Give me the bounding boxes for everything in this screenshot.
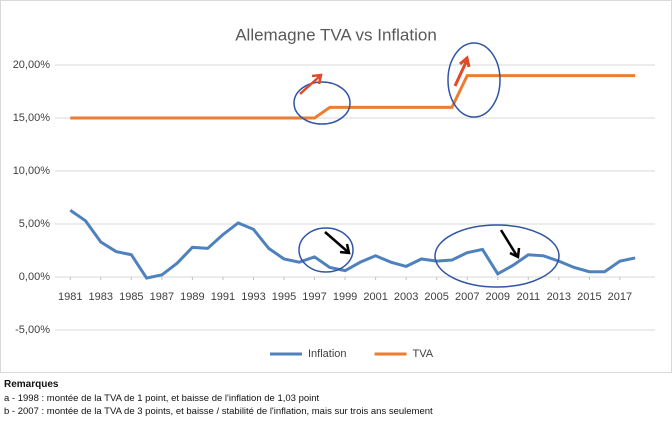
y-tick-label: 5,00% xyxy=(19,218,50,230)
remarks: Remarques a - 1998 : montée de la TVA de… xyxy=(4,378,433,419)
highlight-circle xyxy=(298,227,354,273)
remark: b - 2007 : montée de la TVA de 3 points,… xyxy=(4,406,433,417)
x-tick-label: 2003 xyxy=(394,291,418,303)
highlight-circle xyxy=(434,224,560,288)
x-tick-label: 1999 xyxy=(333,291,357,303)
x-tick-label: 2011 xyxy=(516,291,540,303)
y-tick-label: 20,00% xyxy=(13,59,51,71)
x-tick-label: 2005 xyxy=(424,291,448,303)
x-tick-label: 2015 xyxy=(577,291,601,303)
x-tick-label: 1987 xyxy=(150,291,174,303)
data-line xyxy=(69,208,636,280)
remarks-title: Remarques xyxy=(4,379,59,390)
y-tick-label: -5,00% xyxy=(15,324,50,336)
x-tick-label: 1981 xyxy=(58,291,82,303)
x-tick-label: 2013 xyxy=(547,291,571,303)
chart: Allemagne TVA vs Inflation -5,00% 0,00% 5,… xyxy=(0,0,672,373)
chart-frame xyxy=(0,0,672,373)
x-tick-label: 1985 xyxy=(119,291,143,303)
x-tick-label: 1989 xyxy=(180,291,204,303)
arrow xyxy=(324,231,351,255)
legend-label: TVA xyxy=(413,348,434,360)
x-tick-label: 2007 xyxy=(455,291,479,303)
arrow xyxy=(299,73,323,95)
highlight-circle xyxy=(293,81,351,125)
y-tick-label: 10,00% xyxy=(13,165,51,177)
x-tick-label: 1997 xyxy=(302,291,326,303)
x-tick-label: 1995 xyxy=(272,291,296,303)
x-tick-label: 1983 xyxy=(89,291,113,303)
x-tick-label: 2009 xyxy=(486,291,510,303)
y-tick-label: 15,00% xyxy=(13,112,51,124)
chart-title: Allemagne TVA vs Inflation xyxy=(235,25,437,44)
data-line xyxy=(70,74,636,120)
x-tick-label: 1991 xyxy=(211,291,235,303)
arrow xyxy=(499,229,521,259)
x-tick-label: 2017 xyxy=(608,291,632,303)
x-tick-label: 1993 xyxy=(241,291,265,303)
x-tick-label: 2001 xyxy=(363,291,387,303)
highlight-circle xyxy=(447,42,501,118)
remark: a - 1998 : montée de la TVA de 1 point, … xyxy=(4,392,320,404)
annotations xyxy=(293,42,560,288)
legend-label: Inflation xyxy=(308,348,347,360)
y-tick-label: 0,00% xyxy=(19,271,50,283)
arrow xyxy=(453,55,471,87)
